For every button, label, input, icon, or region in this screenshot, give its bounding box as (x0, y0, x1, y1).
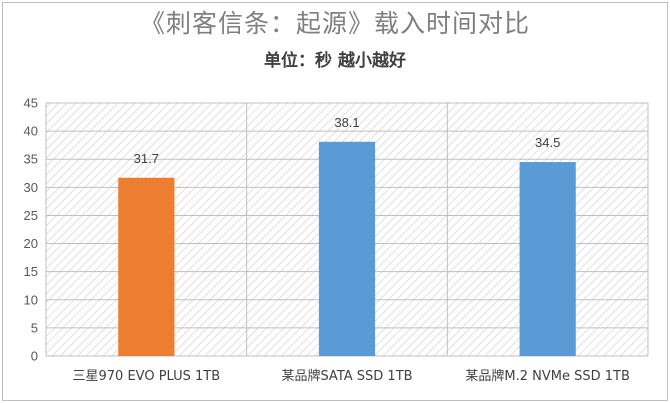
y-tick-label: 40 (24, 124, 38, 139)
bar (318, 141, 376, 356)
chart-title: 《刺客信条：起源》载入时间对比 (139, 9, 530, 38)
data-label: 38.1 (334, 115, 359, 130)
y-tick-label: 0 (31, 349, 38, 364)
y-tick-label: 5 (31, 320, 38, 335)
y-tick-label: 30 (24, 180, 38, 195)
data-label: 34.5 (535, 135, 560, 150)
bar (519, 162, 576, 356)
y-tick-label: 25 (24, 208, 38, 223)
x-tick-label: 某品牌SATA SSD 1TB (281, 368, 412, 384)
y-tick-label: 45 (24, 96, 38, 111)
y-tick-label: 20 (24, 236, 38, 251)
bar (118, 177, 175, 356)
x-tick-label: 某品牌M.2 NVMe SSD 1TB (465, 368, 630, 384)
x-tick-label: 三星970 EVO PLUS 1TB (73, 369, 221, 384)
data-label: 31.7 (134, 151, 159, 166)
y-tick-label: 15 (24, 264, 38, 279)
y-tick-label: 35 (24, 152, 38, 167)
chart-subtitle: 单位：秒 越小越好 (264, 51, 406, 71)
y-tick-label: 10 (24, 292, 38, 307)
